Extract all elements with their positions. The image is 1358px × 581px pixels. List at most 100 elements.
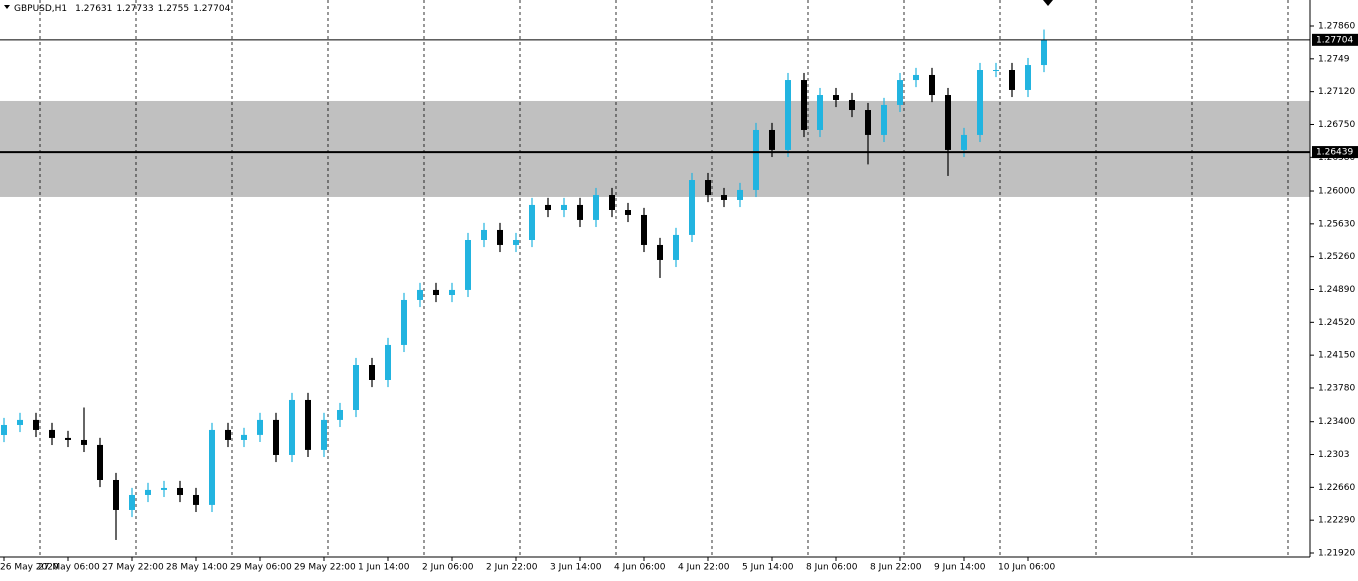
candle-body [721, 195, 727, 200]
x-tick-label: 26 May 2020 [0, 563, 59, 573]
candle-body [353, 365, 359, 410]
header-ohlc: 1.27733 [116, 4, 153, 14]
candle-body [257, 419, 263, 435]
candle-body [417, 289, 423, 300]
candle-body [385, 344, 391, 380]
candle-body [881, 104, 887, 135]
x-tick-label: 9 Jun 14:00 [934, 563, 986, 573]
level-line-label: 1.26439 [1316, 148, 1353, 158]
candle-body [897, 80, 903, 105]
candle-body [433, 289, 439, 296]
y-tick-label: 1.24520 [1318, 318, 1355, 328]
x-tick-label: 4 Jun 06:00 [614, 563, 666, 573]
y-tick-label: 1.25260 [1318, 252, 1355, 262]
candle-body [545, 204, 551, 211]
candle-body [1025, 65, 1031, 90]
candle-body [993, 70, 999, 72]
candle-body [33, 419, 39, 430]
x-tick-label: 2 Jun 22:00 [486, 563, 538, 573]
header-ohlc: 1.27631 [75, 4, 112, 14]
candle-body [81, 439, 87, 445]
candle-body [977, 70, 983, 135]
y-tick-label: 1.23400 [1318, 417, 1355, 427]
candle-body [337, 409, 343, 420]
candle-body [401, 299, 407, 345]
candle-body [161, 487, 167, 490]
candle-body [817, 95, 823, 130]
y-tick-label: 1.2303 [1318, 450, 1350, 460]
x-tick-label: 28 May 14:00 [166, 563, 228, 573]
x-tick-label: 1 Jun 14:00 [358, 563, 410, 573]
y-tick-label: 1.23780 [1318, 383, 1355, 393]
candle-body [449, 289, 455, 296]
candle-body [321, 419, 327, 450]
candle-body [1, 424, 7, 436]
symbol: GBPUSD,H1 [14, 4, 67, 14]
candle-body [17, 419, 23, 425]
bid-line-label-bg [1312, 33, 1358, 46]
candle-body [209, 429, 215, 505]
y-tick-label: 1.25630 [1318, 219, 1355, 229]
candle-body [513, 239, 519, 245]
zone [0, 100, 1310, 197]
candle-body [225, 429, 231, 440]
y-tick-label: 1.26000 [1318, 187, 1355, 197]
candle-body [97, 444, 103, 480]
candle-body [529, 204, 535, 240]
menu-arrow [4, 5, 10, 9]
candle-body [801, 80, 807, 130]
candle-body [369, 365, 375, 380]
x-tick-label: 27 May 22:00 [102, 563, 164, 573]
candle-body [49, 429, 55, 438]
candle-body [641, 214, 647, 245]
chart-header: GBPUSD,H1 1.27631 1.27733 1.2755 1.27704 [14, 4, 231, 14]
candle-body [481, 229, 487, 240]
y-tick-label: 1.24150 [1318, 351, 1355, 361]
bid-line-label: 1.27704 [1316, 35, 1353, 45]
candle-body [113, 479, 119, 510]
x-tick-label: 5 Jun 14:00 [742, 563, 794, 573]
candle-body [625, 210, 631, 215]
candle-body [737, 189, 743, 200]
candle-body [833, 95, 839, 100]
header-ohlc: 1.27704 [193, 4, 230, 14]
candle-body [65, 437, 71, 440]
x-tick-label: 8 Jun 22:00 [870, 563, 922, 573]
x-tick-label: 4 Jun 22:00 [678, 563, 730, 573]
candle-body [177, 487, 183, 495]
y-tick-label: 1.27120 [1318, 87, 1355, 97]
y-tick-label: 1.26750 [1318, 120, 1355, 130]
candle-body [945, 95, 951, 150]
candle-body [465, 239, 471, 290]
header-ohlc: 1.2755 [158, 4, 190, 14]
candle-body [769, 129, 775, 150]
candle-body [913, 74, 919, 81]
candle-body [785, 80, 791, 150]
candle-body [753, 129, 759, 190]
candle-body [145, 489, 151, 495]
candle-body [1041, 39, 1047, 66]
y-tick-label: 1.22290 [1318, 516, 1355, 526]
y-tick-label: 1.24890 [1318, 285, 1355, 295]
arrow-marker [1043, 0, 1053, 6]
x-tick-label: 8 Jun 06:00 [806, 563, 858, 573]
y-tick-label: 1.2749 [1318, 54, 1350, 64]
x-tick-label: 27 May 06:00 [38, 563, 100, 573]
candle-body [657, 244, 663, 260]
candle-body [1009, 70, 1015, 90]
candle-body [497, 229, 503, 245]
x-tick-label: 3 Jun 14:00 [550, 563, 602, 573]
candle-body [305, 399, 311, 450]
candle-body [705, 180, 711, 196]
candle-body [865, 110, 871, 135]
candle-body [289, 399, 295, 455]
candle-body [673, 234, 679, 260]
candle-body [129, 494, 135, 510]
candle-body [849, 99, 855, 111]
level-line-label-bg [1312, 146, 1358, 159]
x-tick-label: 2 Jun 06:00 [422, 563, 474, 573]
candle-body [577, 204, 583, 220]
candle-body [561, 204, 567, 211]
